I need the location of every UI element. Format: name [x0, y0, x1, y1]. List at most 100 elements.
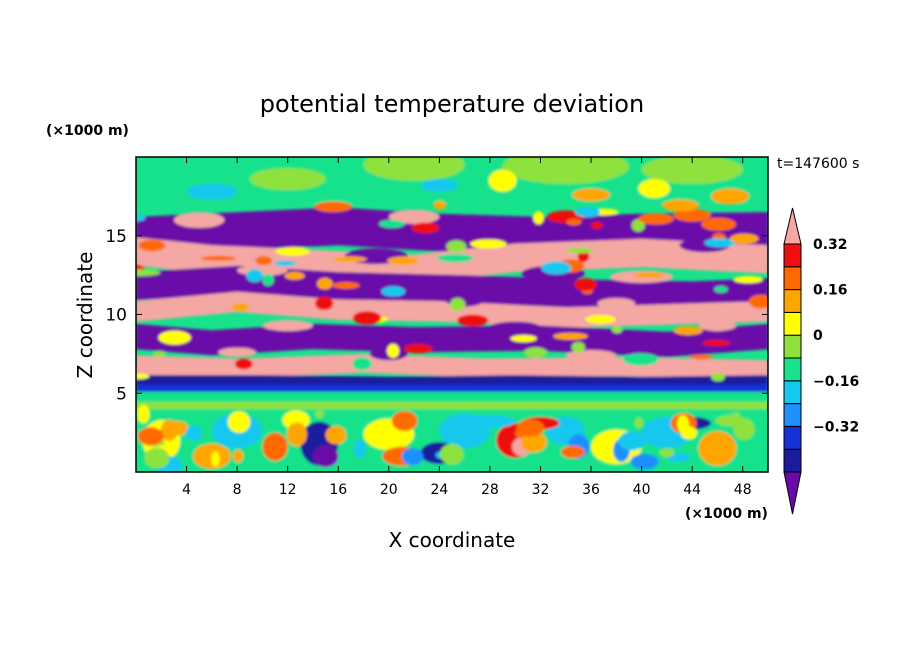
field-band [136, 384, 768, 393]
x-tick-label: 48 [734, 482, 752, 498]
field-feature [633, 272, 665, 278]
field-feature [541, 261, 572, 275]
field-feature [136, 373, 150, 380]
x-tick-label: 32 [532, 482, 550, 498]
field-feature [367, 430, 393, 447]
field-feature [680, 426, 697, 440]
field-feature [631, 219, 645, 232]
field-feature [701, 217, 737, 231]
y-tick-label: 15 [105, 227, 127, 247]
field-feature [520, 432, 547, 453]
field-feature [388, 209, 440, 224]
colorbar-segment [783, 448, 802, 473]
field-feature [673, 326, 703, 336]
colorbar-segment [783, 243, 802, 268]
field-feature [137, 404, 150, 424]
colorbar-tick-label: 0.32 [813, 237, 848, 253]
field-feature [618, 431, 646, 451]
field-feature [186, 183, 238, 200]
colorbar-segment [783, 380, 802, 405]
field-feature [733, 275, 763, 284]
field-band [136, 323, 768, 357]
field-feature [381, 286, 406, 297]
field-feature [662, 199, 699, 212]
x-tick-label: 36 [582, 482, 600, 498]
field-feature [565, 349, 617, 361]
colorbar-segment [783, 266, 802, 291]
field-feature [227, 411, 251, 433]
field-feature [566, 218, 582, 226]
x-tick-label: 44 [683, 482, 701, 498]
field-feature [312, 445, 339, 468]
colorbar-extend-low [783, 471, 802, 515]
x-axis: 4 8 12 16 20 24 28 32 36 40 44 48 [182, 157, 752, 498]
field-feature [404, 343, 433, 354]
colorbar: −0.32 −0.16 0 0.16 0.32 [783, 207, 859, 515]
field-feature [748, 294, 768, 309]
x-tick-label: 16 [329, 482, 347, 498]
field-feature [641, 157, 743, 184]
x-tick-label: 12 [279, 482, 297, 498]
colorbar-segment [783, 403, 802, 427]
field-feature [689, 354, 714, 360]
field-feature [158, 330, 191, 345]
field-feature [711, 373, 725, 382]
field-feature [218, 347, 257, 358]
field-feature [437, 253, 474, 263]
field-feature [210, 451, 220, 467]
chart-title: potential temperature deviation [260, 90, 644, 118]
colorbar-segment [783, 311, 802, 336]
field-feature [561, 445, 585, 459]
field-feature [262, 432, 288, 461]
field-feature [166, 421, 189, 436]
field-feature [231, 303, 250, 312]
field-feature [136, 269, 161, 276]
field-feature [138, 239, 166, 252]
field-feature [575, 206, 601, 218]
field-feature [315, 409, 324, 419]
field-feature [332, 256, 367, 263]
field-feature [464, 415, 516, 428]
field-feature [332, 281, 360, 289]
field-feature [457, 314, 489, 327]
field-feature [144, 447, 170, 469]
field-feature [470, 239, 507, 249]
field-feature [185, 425, 203, 441]
field-contours [136, 157, 768, 472]
field-feature [533, 211, 544, 225]
field-feature [363, 157, 465, 181]
field-feature [730, 233, 759, 244]
field-feature [571, 341, 585, 353]
field-feature [446, 240, 467, 253]
field-feature [273, 260, 296, 266]
field-feature [249, 168, 326, 191]
field-feature [516, 419, 545, 437]
field-feature [638, 179, 671, 198]
field-feature [433, 201, 446, 210]
field-feature [572, 188, 610, 202]
field-feature [733, 418, 755, 440]
field-feature [489, 321, 541, 333]
field-feature [316, 277, 333, 290]
field-feature [574, 278, 597, 292]
field-band [136, 401, 768, 410]
field-feature [510, 334, 537, 343]
x-tick-label: 8 [233, 482, 242, 498]
field-feature [173, 212, 225, 228]
field-feature [714, 286, 728, 293]
field-feature [314, 296, 334, 311]
plot-area [136, 157, 768, 472]
x-tick-label: 4 [182, 482, 191, 498]
y-tick-label: 5 [116, 384, 127, 404]
field-feature [611, 326, 623, 334]
field-feature [488, 169, 517, 192]
field-feature [386, 343, 400, 358]
field-feature [411, 222, 440, 234]
field-feature [286, 422, 307, 447]
y-tick-label: 10 [105, 306, 127, 326]
field-feature [622, 353, 659, 366]
time-label: t=147600 s [777, 156, 859, 172]
field-feature [704, 238, 736, 248]
colorbar-segment [783, 289, 802, 313]
x-unit-label: (×1000 m) [685, 506, 768, 522]
